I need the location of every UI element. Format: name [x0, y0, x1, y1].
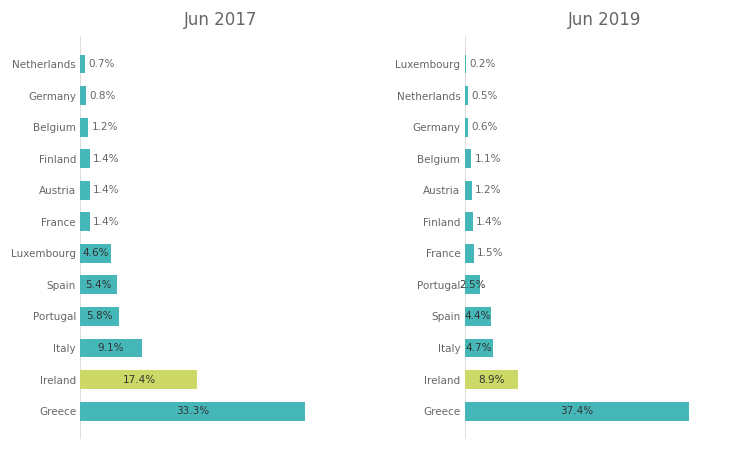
Text: 4.4%: 4.4%: [464, 311, 491, 321]
Bar: [80, 181, 90, 200]
Bar: [464, 402, 689, 421]
Bar: [80, 307, 119, 326]
Bar: [464, 149, 471, 168]
Text: 0.5%: 0.5%: [471, 90, 497, 100]
Bar: [464, 370, 518, 389]
Bar: [80, 370, 197, 389]
Title: Jun 2017: Jun 2017: [184, 11, 257, 29]
Text: 1.4%: 1.4%: [476, 217, 503, 227]
Text: 0.2%: 0.2%: [469, 59, 495, 69]
Bar: [464, 181, 472, 200]
Text: 0.6%: 0.6%: [472, 122, 498, 132]
Text: 0.7%: 0.7%: [88, 59, 115, 69]
Bar: [464, 275, 479, 294]
Bar: [464, 307, 491, 326]
Bar: [80, 244, 111, 263]
Text: 9.1%: 9.1%: [98, 343, 124, 353]
Title: Jun 2019: Jun 2019: [568, 11, 641, 29]
Text: 1.4%: 1.4%: [93, 185, 119, 195]
Bar: [464, 244, 473, 263]
Bar: [464, 86, 467, 105]
Text: 17.4%: 17.4%: [122, 374, 156, 385]
Text: 1.5%: 1.5%: [477, 248, 503, 258]
Text: 4.7%: 4.7%: [466, 343, 492, 353]
Bar: [80, 402, 305, 421]
Text: 1.4%: 1.4%: [93, 217, 119, 227]
Text: 0.8%: 0.8%: [89, 90, 116, 100]
Bar: [80, 212, 90, 231]
Text: 1.1%: 1.1%: [475, 153, 501, 164]
Text: 37.4%: 37.4%: [560, 406, 593, 416]
Bar: [80, 86, 85, 105]
Bar: [464, 338, 493, 357]
Text: 1.2%: 1.2%: [475, 185, 501, 195]
Text: 1.2%: 1.2%: [91, 122, 118, 132]
Bar: [464, 54, 466, 73]
Text: 5.4%: 5.4%: [85, 280, 112, 290]
Text: 2.5%: 2.5%: [459, 280, 485, 290]
Bar: [80, 275, 116, 294]
Text: 33.3%: 33.3%: [176, 406, 209, 416]
Bar: [464, 212, 473, 231]
Text: 8.9%: 8.9%: [478, 374, 504, 385]
Text: 5.8%: 5.8%: [86, 311, 113, 321]
Bar: [80, 54, 85, 73]
Bar: [464, 117, 468, 136]
Text: 1.4%: 1.4%: [93, 153, 119, 164]
Bar: [80, 117, 88, 136]
Bar: [80, 338, 141, 357]
Text: 4.6%: 4.6%: [82, 248, 109, 258]
Bar: [80, 149, 90, 168]
